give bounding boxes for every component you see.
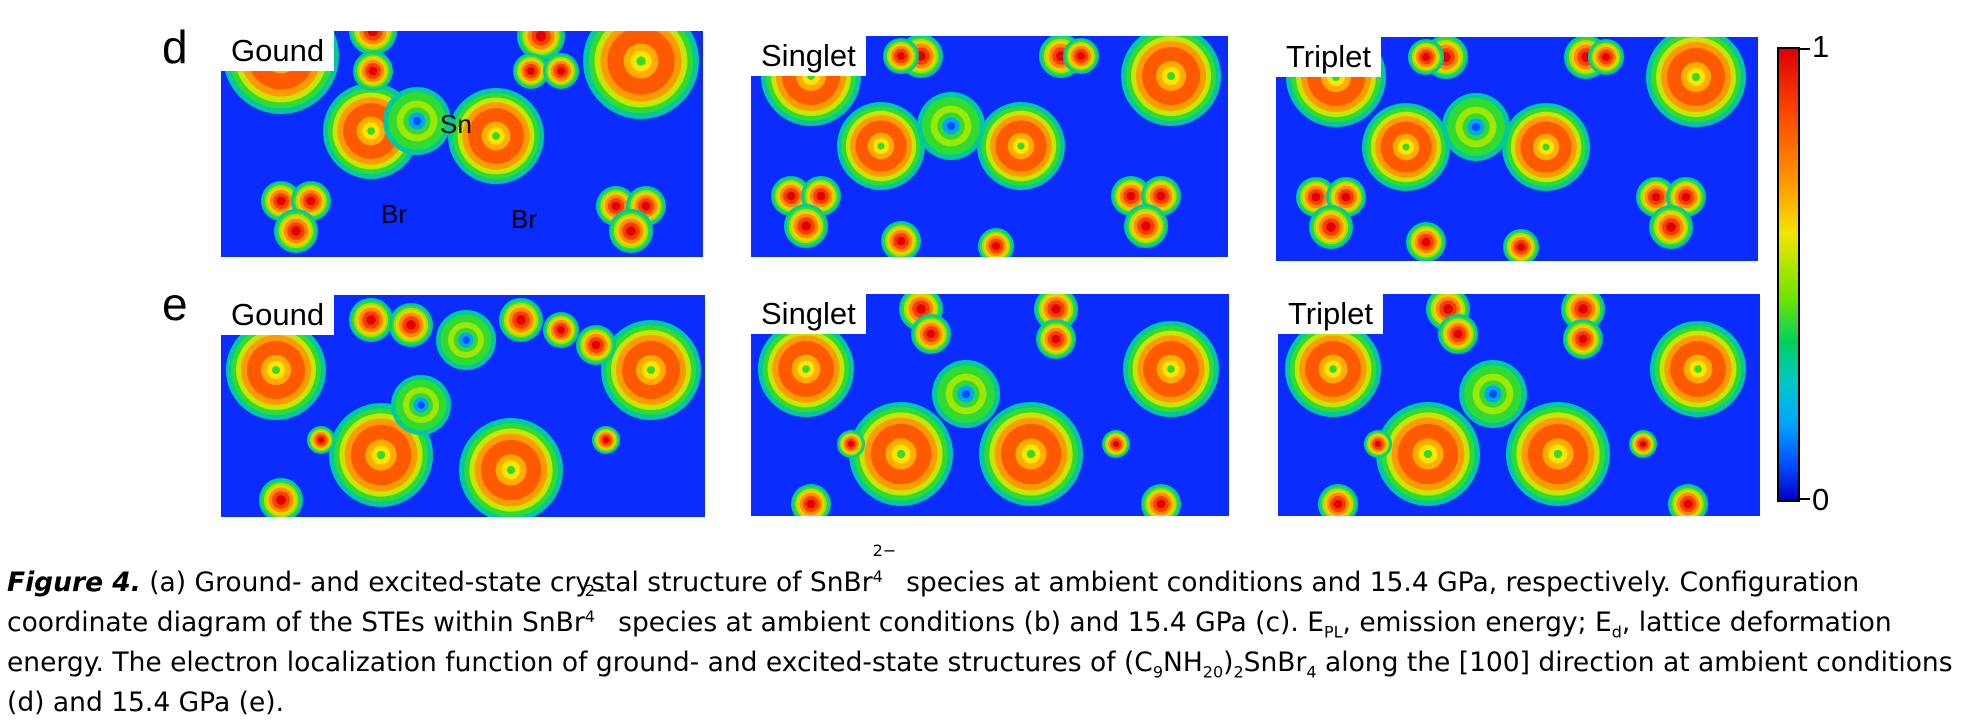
colorbar-tick-max xyxy=(1800,48,1810,50)
caption-sub: d xyxy=(1611,622,1622,642)
caption-text: along the [100] direction at ambient con… xyxy=(1316,647,1953,678)
caption-sub: 2 xyxy=(1233,662,1244,682)
caption-text: SnBr xyxy=(1243,647,1307,678)
panel-label-ground: Gound xyxy=(221,31,335,71)
caption-text: , lattice deformation xyxy=(1621,607,1892,638)
caption-line: (d) and 15.4 GPa (e). xyxy=(7,683,1967,723)
caption-line: coordinate diagram of the STEs within Sn… xyxy=(7,581,1892,642)
elf-map-triplet-high-pressure: Triplet xyxy=(1278,294,1760,516)
atom-label-sn: Sn xyxy=(440,109,472,139)
caption-text: (d) and 15.4 GPa (e). xyxy=(7,687,285,718)
row-letter-d: d xyxy=(162,21,188,73)
colorbar-tick-min xyxy=(1800,498,1810,500)
elf-map-ground-high-pressure: Gound xyxy=(221,295,705,517)
elf-contour-image xyxy=(1285,294,1746,516)
figure-caption: Figure 4. (a) Ground- and excited-state … xyxy=(7,541,1967,723)
caption-text: energy. The electron localization functi… xyxy=(7,647,1153,678)
elf-colorbar xyxy=(1777,47,1800,502)
caption-line: energy. The electron localization functi… xyxy=(7,643,1967,683)
panel-label-triplet: Triplet xyxy=(1278,294,1383,334)
caption-text: NH xyxy=(1163,647,1203,678)
caption-sub: PL xyxy=(1323,622,1343,642)
panel-label-triplet: Triplet xyxy=(1276,37,1381,77)
caption-text: species at ambient conditions (b) and 15… xyxy=(609,607,1324,638)
caption-text: (a) Ground- and excited-state crystal st… xyxy=(140,567,873,598)
elf-contour-image xyxy=(226,298,701,517)
figure-label: Figure 4. xyxy=(7,567,141,598)
elf-map-singlet-ambient: Singlet xyxy=(751,36,1228,257)
atom-label-br-left: Br xyxy=(381,199,407,229)
elf-map-singlet-high-pressure: Singlet xyxy=(751,294,1229,516)
caption-sub: 9 xyxy=(1152,662,1164,682)
row-letter-e: e xyxy=(162,278,188,330)
caption-text: coordinate diagram of the STEs within Sn… xyxy=(7,607,585,638)
caption-text: ) xyxy=(1223,647,1234,678)
panel-label-ground: Gound xyxy=(221,295,335,335)
caption-sub: 20 xyxy=(1202,662,1224,682)
caption-line: Figure 4. (a) Ground- and excited-state … xyxy=(7,541,1860,599)
caption-text: , emission energy; E xyxy=(1342,607,1612,638)
elf-map-triplet-ambient: Triplet xyxy=(1276,37,1758,261)
colorbar-min-label: 0 xyxy=(1812,482,1830,517)
caption-sub: 4 xyxy=(1306,662,1317,682)
caption-text: species at ambient conditions and 15.4 G… xyxy=(897,567,1860,598)
colorbar-max-label: 1 xyxy=(1812,29,1830,64)
elf-contour-image xyxy=(758,294,1219,516)
elf-map-ground-ambient: Gound Sn Br Br xyxy=(221,31,703,257)
panel-label-singlet: Singlet xyxy=(751,36,866,76)
atom-label-br-right: Br xyxy=(511,204,537,234)
panel-label-singlet: Singlet xyxy=(751,294,866,334)
